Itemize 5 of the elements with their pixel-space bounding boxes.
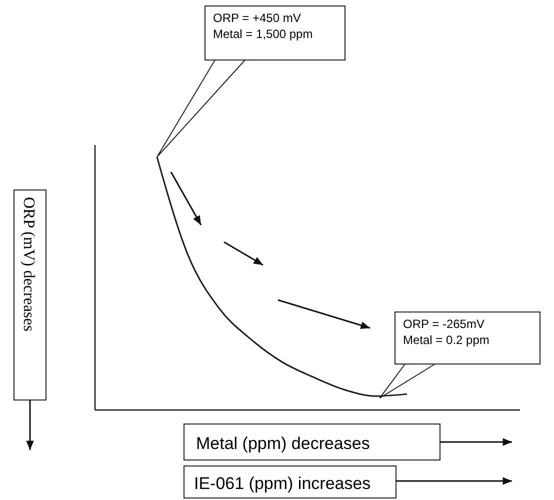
- x-axis-title: Metal (ppm) decreases: [196, 434, 370, 453]
- annotation: ORP = -265mV Metal = 0.2 ppm: [403, 317, 490, 347]
- text: IE-061 (ppm) increases: [194, 474, 371, 493]
- callout-box: ORP = +450 mV Metal = 1,500 ppm: [156, 6, 346, 158]
- text: ORP (mV) decreases: [20, 197, 37, 332]
